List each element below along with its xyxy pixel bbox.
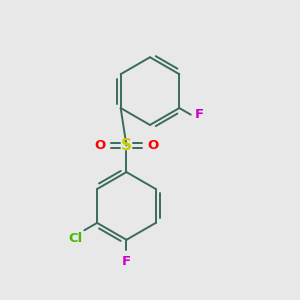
Text: O: O: [94, 139, 106, 152]
Text: S: S: [121, 138, 132, 153]
Text: O: O: [147, 139, 159, 152]
Text: F: F: [122, 254, 131, 268]
Text: F: F: [194, 108, 203, 121]
Text: Cl: Cl: [69, 232, 83, 245]
